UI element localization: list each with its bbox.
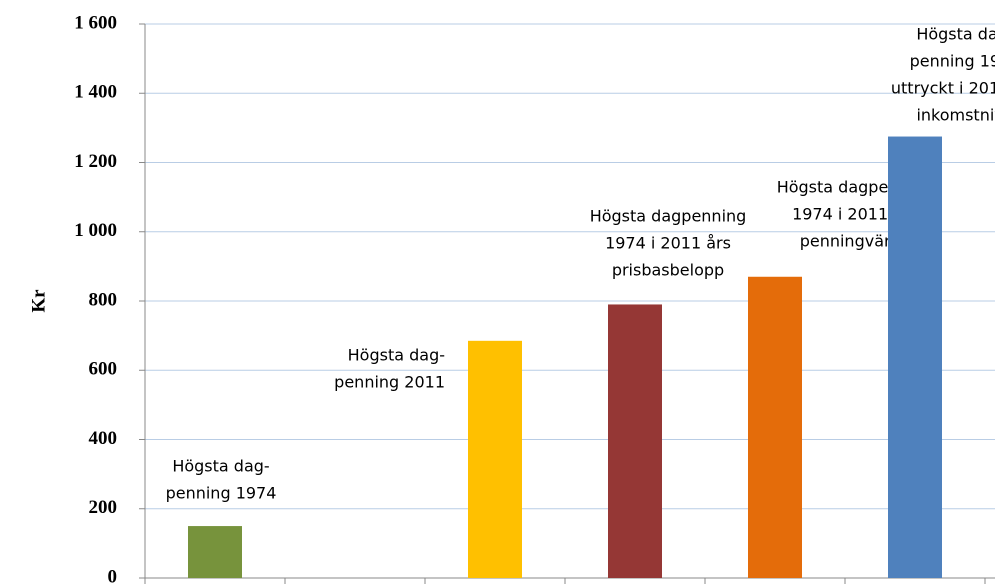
bar [888,136,942,578]
y-tick-label: 1 400 [74,82,117,103]
bar [608,304,662,578]
bar-annotation: uttryckt i 2011 års [891,79,995,98]
bar-annotation: prisbasbelopp [612,261,724,280]
bar-annotation: penningvärde [800,232,911,251]
y-tick-label: 200 [89,497,118,518]
y-axis-label: Kr [28,289,49,313]
y-tick-label: 600 [89,359,118,380]
bar [748,276,802,578]
bar-annotation: penning 1974 [910,52,995,71]
y-tick-label: 1 200 [74,151,117,172]
y-tick-label: 1 600 [74,12,117,33]
bar-annotation: 1974 i 2011 års [792,205,918,224]
bar-annotation: Högsta dagpenning [590,207,747,226]
bar-annotation: penning 1974 [166,484,277,503]
bar-annotation: Högsta dag- [172,457,269,476]
bar-annotation: 1974 i 2011 års [605,234,731,253]
bar-annotation: inkomstnivå [916,106,995,125]
bar-annotation: Högsta dag- [916,25,995,44]
bar-annotation: Högsta dag- [348,346,445,365]
y-tick-label: 400 [89,428,118,449]
y-tick-label: 1 000 [74,220,117,241]
y-tick-label: 0 [108,566,118,584]
bar [188,526,242,578]
bar-annotation: penning 2011 [334,373,445,392]
bar [468,340,522,578]
y-tick-label: 800 [89,289,118,310]
